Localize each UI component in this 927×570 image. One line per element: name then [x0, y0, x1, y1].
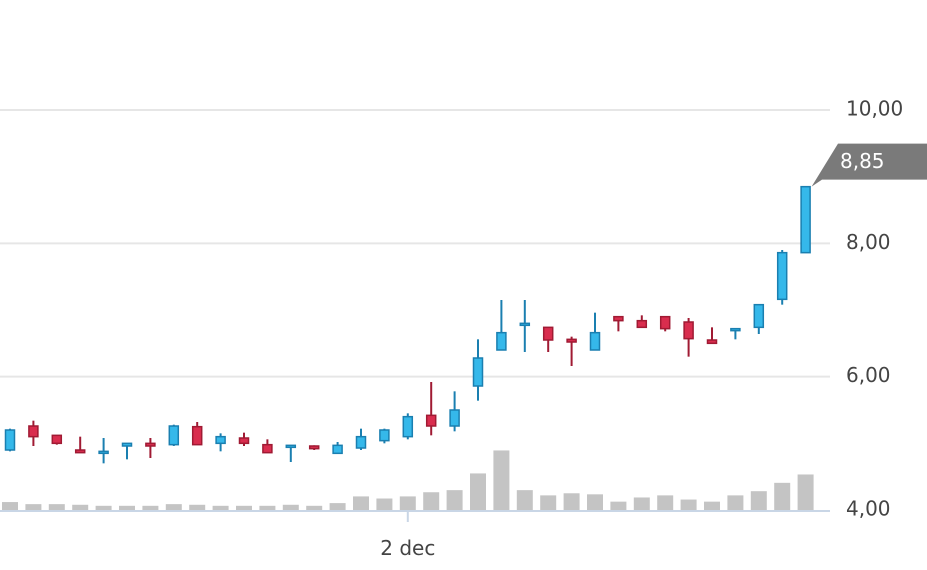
volume-bar [446, 490, 463, 510]
candle-body [28, 425, 39, 438]
volume-bar [306, 505, 323, 510]
candle-body [379, 429, 390, 442]
candle-body [730, 327, 741, 332]
volume-bar [797, 474, 814, 510]
candle-body [613, 315, 624, 322]
candle-body [683, 321, 694, 340]
candle-body [776, 251, 788, 301]
candle-body [332, 444, 343, 455]
volume-bar [25, 504, 42, 510]
volume-bar [610, 501, 627, 510]
candle-body [355, 435, 367, 449]
candle-body [4, 429, 16, 451]
grid-lines [0, 109, 830, 378]
volume-bar [353, 496, 369, 510]
y-tick-label: 4,00 [846, 497, 891, 521]
candle-body [659, 315, 671, 330]
candle-body [566, 338, 577, 343]
y-tick-label: 6,00 [846, 363, 891, 387]
candle-body [168, 425, 180, 446]
volume-bar [376, 498, 393, 510]
axes: 2 dec [0, 510, 830, 560]
candle-body [542, 326, 554, 341]
volume-bar [423, 492, 440, 510]
y-tick-label: 8,00 [846, 230, 891, 254]
volume-bar [704, 501, 720, 510]
candles [4, 185, 811, 464]
volume-bar [750, 491, 767, 510]
volume-bar [470, 473, 486, 510]
volume-bar [774, 482, 791, 510]
candle-body [308, 445, 320, 450]
volume-bar [2, 502, 18, 510]
volume-bar [563, 493, 580, 510]
volume-bar [119, 505, 135, 510]
volume-bar [399, 496, 416, 510]
volume-bar [212, 505, 229, 510]
volume-bar [540, 495, 557, 510]
volume-bar [727, 495, 744, 510]
candle-body [425, 414, 437, 427]
volume-bar [142, 505, 159, 510]
candle-body [519, 322, 531, 327]
volume-bar [633, 497, 650, 510]
y-tick-labels: 4,00 6,00 8,00 10,00 [846, 97, 903, 521]
candle-body [402, 415, 414, 438]
candle-body [472, 357, 484, 387]
last-price-label: 8,85 [840, 149, 885, 173]
candle-body [285, 444, 297, 449]
candle-body [753, 303, 765, 329]
volume-bar [516, 490, 533, 510]
volume-bar [95, 505, 112, 510]
candle-body [74, 449, 86, 454]
candle-body [51, 434, 63, 445]
candle-body [636, 319, 648, 329]
candle-body [191, 425, 203, 446]
candle-body [121, 442, 133, 447]
candle-body [800, 185, 811, 254]
candle-body [496, 331, 507, 351]
volume-bar [657, 495, 674, 510]
candle-body [589, 331, 601, 351]
last-price-marker: 8,85 [811, 143, 927, 187]
volume-bar [282, 504, 299, 510]
volume-bar [493, 450, 510, 510]
y-tick-label: 10,00 [846, 97, 903, 121]
volume-bar [165, 504, 182, 510]
volume-bar [680, 499, 697, 510]
volume-bar [72, 504, 89, 510]
last-price-tag [811, 143, 927, 187]
candle-body [215, 435, 226, 445]
candle-body [98, 450, 109, 455]
volume-bars [2, 450, 814, 510]
candle-body [145, 442, 156, 447]
candle-body [449, 409, 460, 427]
volume-bar [587, 494, 603, 510]
candle-body [706, 339, 718, 345]
candle-body [262, 443, 273, 454]
x-tick-label: 2 dec [380, 536, 435, 560]
volume-bar [329, 503, 346, 510]
volume-bar [189, 504, 206, 510]
candle-body [238, 437, 250, 445]
volume-bar [48, 504, 65, 510]
volume-bar [236, 505, 252, 510]
volume-bar [259, 505, 276, 510]
